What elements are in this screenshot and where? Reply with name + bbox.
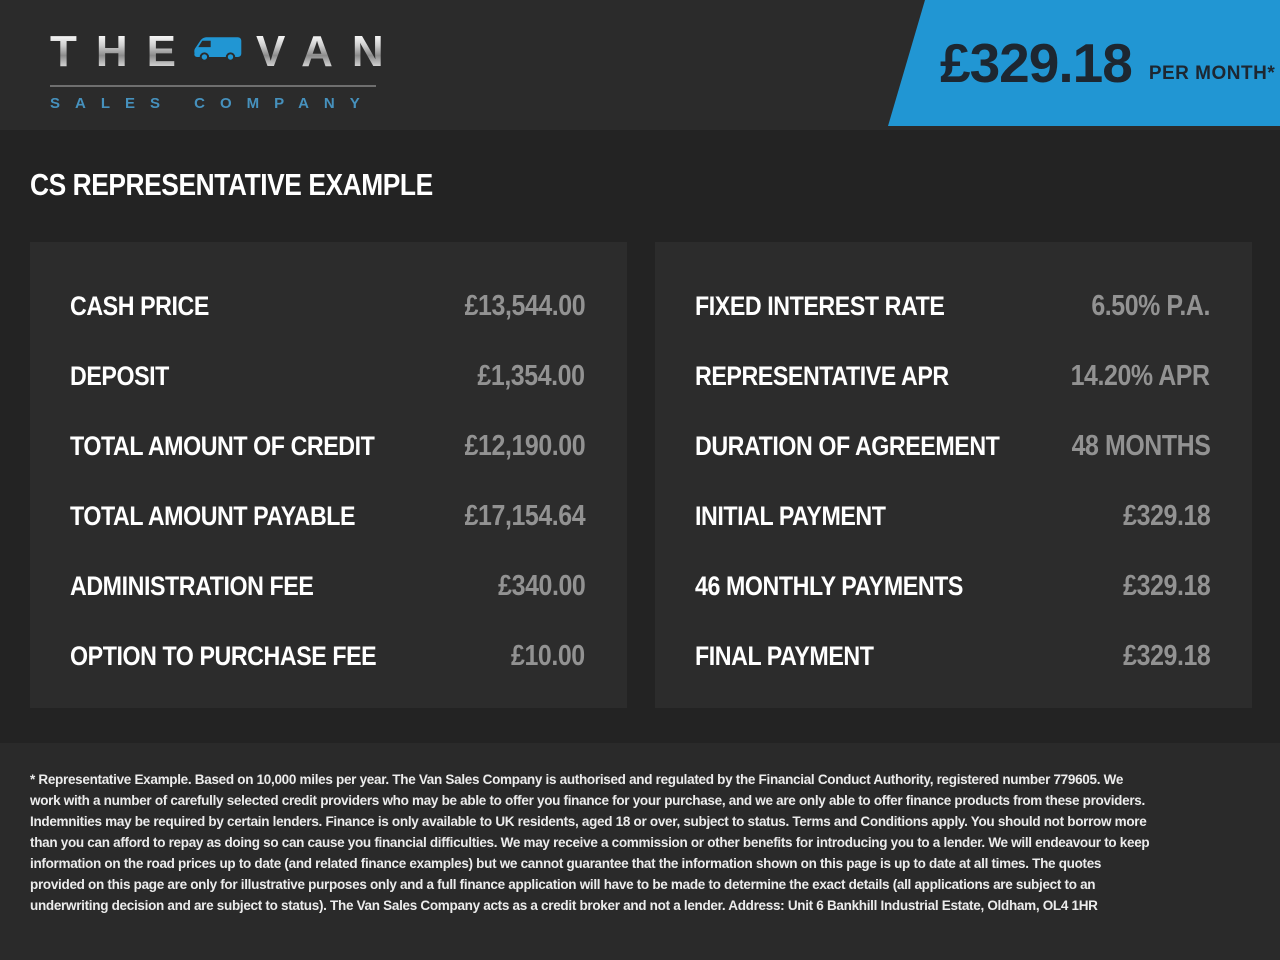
finance-row-final-payment: FINAL PAYMENT £329.18	[655, 621, 1252, 691]
row-label: FIXED INTEREST RATE	[695, 290, 945, 321]
finance-panel-left: CASH PRICE £13,544.00 DEPOSIT £1,354.00 …	[30, 242, 627, 708]
van-icon	[190, 29, 244, 72]
row-value: £12,190.00	[464, 429, 585, 462]
header: THE VAN SALES COMPANY £329.18	[0, 0, 1280, 130]
row-value: £329.18	[1122, 639, 1211, 672]
brand-word-van: VAN	[256, 27, 403, 76]
row-label: ADMINISTRATION FEE	[70, 570, 314, 601]
finance-panel-right: FIXED INTEREST RATE 6.50% P.A. REPRESENT…	[655, 242, 1252, 708]
monthly-price: £329.18	[940, 32, 1133, 94]
brand-logo: THE VAN SALES COMPANY	[50, 24, 384, 112]
row-value: 14.20% APR	[1071, 359, 1210, 392]
row-label: FINAL PAYMENT	[695, 640, 874, 671]
finance-row-apr: REPRESENTATIVE APR 14.20% APR	[655, 341, 1252, 411]
row-value: £329.18	[1122, 569, 1211, 602]
row-label: OPTION TO PURCHASE FEE	[70, 640, 377, 671]
row-value: £10.00	[511, 639, 585, 672]
row-value: £329.18	[1122, 499, 1211, 532]
row-value: £1,354.00	[477, 359, 586, 392]
logo-divider	[50, 85, 376, 87]
footer: * Representative Example. Based on 10,00…	[0, 743, 1280, 960]
row-label: DEPOSIT	[70, 360, 169, 391]
monthly-price-suffix: PER MONTH*	[1148, 63, 1276, 84]
finance-row-monthly-payments: 46 MONTHLY PAYMENTS £329.18	[655, 551, 1252, 621]
finance-row-duration: DURATION OF AGREEMENT 48 MONTHS	[655, 411, 1252, 481]
brand-word-the: THE	[50, 27, 195, 76]
row-label: TOTAL AMOUNT OF CREDIT	[70, 430, 375, 461]
finance-row-interest-rate: FIXED INTEREST RATE 6.50% P.A.	[655, 271, 1252, 341]
row-label: DURATION OF AGREEMENT	[695, 430, 1000, 461]
row-value: £13,544.00	[464, 289, 585, 322]
finance-row-cash-price: CASH PRICE £13,544.00	[30, 271, 627, 341]
page-title: CS REPRESENTATIVE EXAMPLE	[30, 167, 433, 202]
brand-logo-row: THE VAN	[50, 24, 384, 80]
row-value: 48 MONTHS	[1071, 429, 1211, 462]
finance-row-total-credit: TOTAL AMOUNT OF CREDIT £12,190.00	[30, 411, 627, 481]
finance-row-option-fee: OPTION TO PURCHASE FEE £10.00	[30, 621, 627, 691]
row-label: INITIAL PAYMENT	[695, 500, 886, 531]
finance-row-deposit: DEPOSIT £1,354.00	[30, 341, 627, 411]
row-label: REPRESENTATIVE APR	[695, 360, 949, 391]
row-label: 46 MONTHLY PAYMENTS	[695, 570, 963, 601]
row-value: £17,154.64	[464, 499, 585, 532]
brand-subtitle: SALES COMPANY	[50, 95, 375, 112]
disclaimer-text: * Representative Example. Based on 10,00…	[30, 772, 1150, 913]
price-banner: £329.18 PER MONTH*	[888, 0, 1280, 126]
finance-row-initial-payment: INITIAL PAYMENT £329.18	[655, 481, 1252, 551]
finance-row-admin-fee: ADMINISTRATION FEE £340.00	[30, 551, 627, 621]
row-value: 6.50% P.A.	[1091, 289, 1210, 322]
finance-row-total-payable: TOTAL AMOUNT PAYABLE £17,154.64	[30, 481, 627, 551]
row-label: CASH PRICE	[70, 290, 209, 321]
row-value: £340.00	[497, 569, 586, 602]
row-label: TOTAL AMOUNT PAYABLE	[70, 500, 356, 531]
